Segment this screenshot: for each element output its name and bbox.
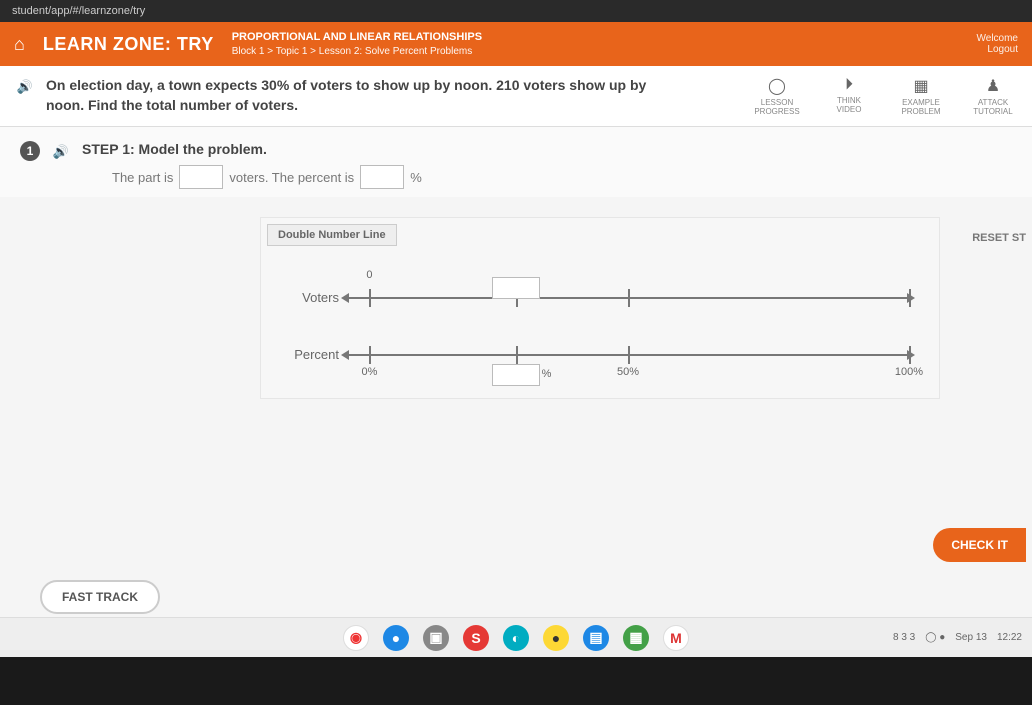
sentence-part2: voters. The percent is xyxy=(229,170,354,185)
app-icon-1[interactable]: ● xyxy=(383,625,409,651)
speaker-icon[interactable]: 🔊 xyxy=(14,76,36,98)
user-block: Welcome Logout xyxy=(977,33,1019,55)
step-sentence: The part is voters. The percent is % xyxy=(112,165,1012,189)
tool-lesson-progress[interactable]: ◯ LESSON PROGRESS xyxy=(752,76,802,116)
tool-icons: ◯ LESSON PROGRESS ⏵ THINK VIDEO ▦ EXAMPL… xyxy=(752,76,1018,116)
tutorial-icon: ♟ xyxy=(968,76,1018,96)
home-icon[interactable]: ⌂ xyxy=(14,34,25,55)
percent-input[interactable] xyxy=(360,165,404,189)
question-text: On election day, a town expects 30% of v… xyxy=(46,76,686,115)
voters-label: Voters xyxy=(261,290,347,305)
tray-text: 8 3 3 xyxy=(893,632,915,643)
app-icon-3[interactable]: S xyxy=(463,625,489,651)
fast-track-button[interactable]: FAST TRACK xyxy=(40,580,160,614)
percent-label: Percent xyxy=(261,347,347,362)
double-number-line: Double Number Line Voters 0 Percent 0% %… xyxy=(260,217,940,399)
pct-100: 100% xyxy=(895,366,923,378)
unit-heading: PROPORTIONAL AND LINEAR RELATIONSHIPS Bl… xyxy=(232,30,482,57)
pct-suffix: % xyxy=(542,368,552,380)
tool-example-problem[interactable]: ▦ EXAMPLE PROBLEM xyxy=(896,76,946,116)
docs-icon[interactable]: ▤ xyxy=(583,625,609,651)
sheets-icon[interactable]: ▦ xyxy=(623,625,649,651)
percent-value-input[interactable] xyxy=(492,364,540,386)
taskbar: ◉ ● ▣ S ◐ ● ▤ ▦ M 8 3 3 ◯ ● Sep 13 12:22 xyxy=(0,617,1032,657)
unit-title: PROPORTIONAL AND LINEAR RELATIONSHIPS xyxy=(232,30,482,44)
chrome-icon[interactable]: ◉ xyxy=(343,625,369,651)
percent-row: Percent 0% % 50% 100% xyxy=(261,347,939,362)
example-icon: ▦ xyxy=(896,76,946,96)
voters-zero: 0 xyxy=(366,269,372,281)
question-bar: 🔊 On election day, a town expects 30% of… xyxy=(0,66,1032,127)
zone-title: LEARN ZONE: TRY xyxy=(43,34,214,55)
app-header: ⌂ LEARN ZONE: TRY PROPORTIONAL AND LINEA… xyxy=(0,22,1032,66)
tray-time: 12:22 xyxy=(997,632,1022,643)
browser-url-bar: student/app/#/learnzone/try xyxy=(0,0,1032,22)
breadcrumb: Block 1 > Topic 1 > Lesson 2: Solve Perc… xyxy=(232,45,482,58)
voters-value-input[interactable] xyxy=(492,277,540,299)
reset-button[interactable]: RESET ST xyxy=(972,232,1026,244)
gmail-icon[interactable]: M xyxy=(663,625,689,651)
voters-row: Voters 0 xyxy=(261,290,939,305)
taskbar-tray: 8 3 3 ◯ ● Sep 13 12:22 xyxy=(893,632,1022,643)
sentence-pct: % xyxy=(410,170,422,185)
welcome-text: Welcome xyxy=(977,33,1019,44)
sentence-part1: The part is xyxy=(112,170,173,185)
step-speaker-icon[interactable]: 🔊 xyxy=(50,141,72,163)
pct-50: 50% xyxy=(617,366,639,378)
url-text: student/app/#/learnzone/try xyxy=(12,5,145,17)
pct-zero: 0% xyxy=(362,366,378,378)
tray-icons: ◯ ● xyxy=(925,632,945,643)
check-button[interactable]: CHECK IT xyxy=(933,528,1026,562)
laptop-bezel xyxy=(0,657,1032,705)
app-icon-2[interactable]: ▣ xyxy=(423,625,449,651)
app-icon-5[interactable]: ● xyxy=(543,625,569,651)
video-icon: ⏵ xyxy=(824,76,874,94)
step-area: 1 🔊 STEP 1: Model the problem. The part … xyxy=(0,127,1032,197)
percent-axis: 0% % 50% 100% xyxy=(347,354,909,356)
step-number-badge: 1 xyxy=(20,141,40,161)
tool-attack-tutorial[interactable]: ♟ ATTACK TUTORIAL xyxy=(968,76,1018,116)
tool-think-video[interactable]: ⏵ THINK VIDEO xyxy=(824,76,874,116)
progress-icon: ◯ xyxy=(752,76,802,96)
dnl-tab[interactable]: Double Number Line xyxy=(267,224,397,246)
part-input[interactable] xyxy=(179,165,223,189)
logout-link[interactable]: Logout xyxy=(977,44,1019,55)
voters-axis: 0 xyxy=(347,297,909,299)
app-icon-4[interactable]: ◐ xyxy=(503,625,529,651)
tray-date: Sep 13 xyxy=(955,632,987,643)
step-title: STEP 1: Model the problem. xyxy=(82,141,1012,157)
